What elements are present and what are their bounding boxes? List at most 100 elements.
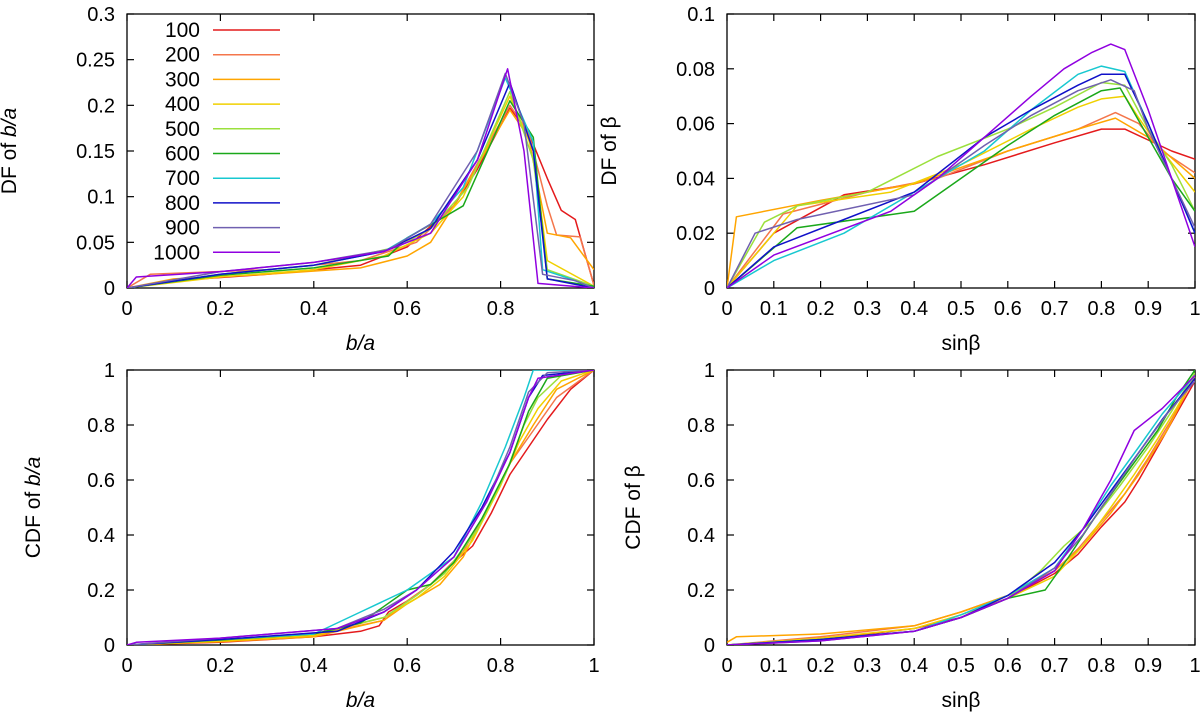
- series-line-800: [727, 73, 1195, 288]
- x-axis-label: sinβ: [942, 332, 981, 355]
- y-axis-label-prefix: DF of: [0, 137, 21, 194]
- series-line-100: [727, 128, 1195, 288]
- y-tick-label: 0.05: [76, 232, 115, 254]
- x-tick-label: 0.5: [947, 655, 975, 677]
- y-axis-label-prefix: CDF of: [622, 477, 645, 549]
- chart-cdf-beta: 0 0.1 0.2 0.3 0.4 0.5 0.6 0.7 0.8 0.9 1 0 0.2 0.4 0.6 0…: [622, 360, 1200, 712]
- y-tick-label: 0.04: [676, 168, 715, 190]
- x-tick-label: 0: [121, 655, 132, 677]
- x-tick-label: 0.1: [760, 298, 788, 320]
- y-tick-label: 0: [704, 278, 715, 300]
- series-line-300: [727, 375, 1195, 643]
- series-line-800: [127, 81, 594, 288]
- legend-label-700: 700: [165, 167, 200, 190]
- x-tick-label: 0.8: [1087, 298, 1115, 320]
- y-tick-label: 0.08: [676, 59, 715, 81]
- x-axis-label: b/a: [346, 332, 375, 355]
- y-tick-label: 1: [704, 360, 715, 382]
- y-tick-label: 1: [104, 360, 115, 382]
- series-line-500: [727, 372, 1195, 645]
- series-line-100: [727, 380, 1195, 645]
- legend-label-1000: 1000: [153, 241, 200, 264]
- y-tick-label: 0.2: [87, 580, 115, 602]
- x-axis-label: b/a: [346, 689, 375, 712]
- legend-label-200: 200: [165, 44, 200, 67]
- y-axis-label: CDF of β: [622, 465, 645, 549]
- x-tick-label: 0.2: [206, 655, 234, 677]
- y-axis-label-var: β: [622, 465, 645, 477]
- y-tick-label: 0.2: [687, 580, 715, 602]
- series-line-600: [727, 87, 1195, 288]
- series-line-800: [727, 377, 1195, 645]
- chart-df-ba: 0 0.2 0.4 0.6 0.8 100.050.10.150.20.250.3b/aD…: [0, 4, 600, 355]
- x-tick-label: 0.8: [487, 298, 515, 320]
- x-tick-label: 0.6: [393, 655, 421, 677]
- y-tick-label: 0.1: [87, 187, 115, 209]
- series-line-300: [727, 117, 1195, 288]
- x-tick-label: 0: [121, 298, 132, 320]
- y-tick-label: 0.4: [687, 525, 715, 547]
- y-axis-label-var: β: [598, 116, 621, 128]
- y-tick-label: 0.02: [676, 223, 715, 245]
- series-lines: [727, 43, 1195, 288]
- x-tick-label: 0.2: [807, 298, 835, 320]
- y-tick-label: 0.2: [87, 95, 115, 117]
- x-tick-label: 0.4: [900, 298, 928, 320]
- y-tick-label: 0.4: [87, 525, 115, 547]
- series-line-200: [727, 111, 1195, 288]
- x-tick-label: 0.4: [300, 655, 328, 677]
- y-tick-label: 0.6: [87, 470, 115, 492]
- y-tick-label: 0.1: [687, 4, 715, 26]
- series-line-800: [127, 370, 594, 645]
- legend-label-600: 600: [165, 143, 200, 166]
- x-tick-label: 0.3: [853, 298, 881, 320]
- plot-frame: [126, 369, 595, 646]
- series-line-1000: [727, 43, 1195, 288]
- x-tick-label: 1: [1189, 298, 1200, 320]
- legend-label-800: 800: [165, 192, 200, 215]
- x-tick-label: 0.7: [1041, 655, 1069, 677]
- series-line-1000: [127, 370, 594, 645]
- series-line-400: [127, 370, 594, 645]
- series-line-700: [727, 65, 1195, 288]
- series-line-300: [127, 370, 594, 645]
- y-axis-label: DF of β: [598, 116, 621, 185]
- x-tick-label: 0.6: [994, 655, 1022, 677]
- y-axis-label-prefix: CDF of: [22, 486, 45, 558]
- legend-label-300: 300: [165, 68, 200, 91]
- y-tick-label: 0.25: [76, 50, 115, 72]
- series-line-400: [727, 95, 1195, 288]
- series-line-600: [727, 370, 1195, 645]
- y-tick-label: 0: [104, 278, 115, 300]
- y-tick-label: 0.15: [76, 141, 115, 163]
- legend-label-500: 500: [165, 118, 200, 141]
- x-tick-label: 0: [721, 655, 732, 677]
- x-tick-label: 0.1: [760, 655, 788, 677]
- series-line-200: [727, 375, 1195, 645]
- x-axis-label: sinβ: [942, 689, 981, 712]
- y-axis-label-var: b/a: [0, 108, 21, 137]
- series-line-500: [727, 81, 1195, 288]
- x-tick-label: 0.7: [1041, 298, 1069, 320]
- y-tick-label: 0: [104, 635, 115, 657]
- x-tick-label: 0: [721, 298, 732, 320]
- x-tick-label: 0.6: [994, 298, 1022, 320]
- y-axis-label-prefix: DF of: [598, 128, 621, 185]
- series-lines: [127, 68, 594, 288]
- x-tick-label: 0.6: [393, 298, 421, 320]
- y-tick-label: 0.6: [687, 470, 715, 492]
- x-tick-label: 0.5: [947, 298, 975, 320]
- x-tick-label: 1: [588, 655, 599, 677]
- x-tick-label: 1: [1189, 655, 1200, 677]
- x-tick-label: 0.9: [1134, 655, 1162, 677]
- series-line-700: [727, 375, 1195, 645]
- y-tick-label: 0.06: [676, 114, 715, 136]
- series-line-400: [727, 375, 1195, 645]
- series-lines: [127, 370, 594, 645]
- y-tick-label: 0: [704, 635, 715, 657]
- series-lines: [727, 370, 1195, 645]
- y-axis-label: CDF of b/a: [22, 457, 45, 559]
